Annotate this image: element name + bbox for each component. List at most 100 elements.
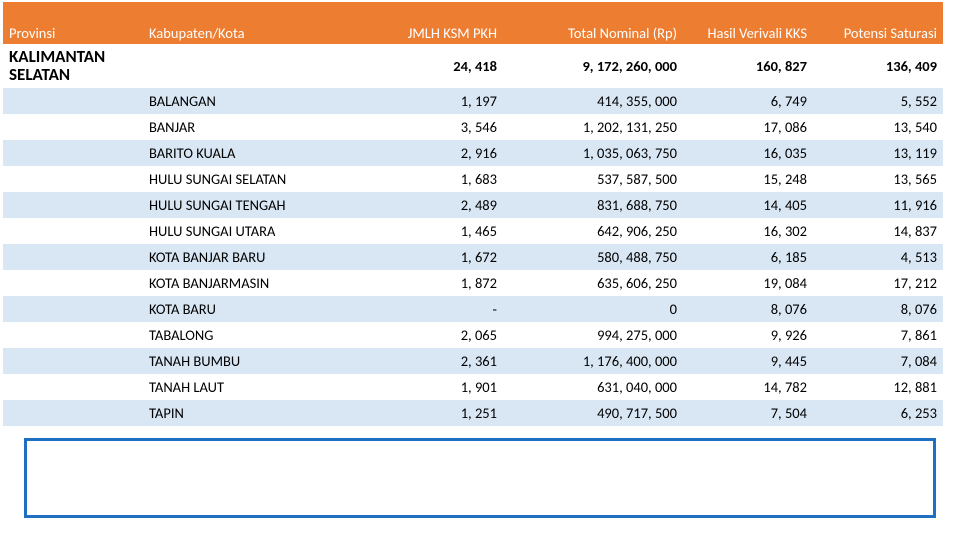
cell: 7, 504 bbox=[683, 400, 813, 426]
cell: 631, 040, 000 bbox=[503, 374, 683, 400]
table-row: HULU SUNGAI SELATAN1, 683537, 587, 50015… bbox=[3, 166, 943, 192]
cell bbox=[3, 88, 143, 114]
table-row: KOTA BARU-08, 0768, 076 bbox=[3, 296, 943, 322]
cell: 1, 465 bbox=[363, 218, 503, 244]
data-table: Provinsi Kabupaten/Kota JMLH KSM PKH Tot… bbox=[3, 2, 943, 426]
cell: 13, 565 bbox=[813, 166, 943, 192]
cell: 15, 248 bbox=[683, 166, 813, 192]
table-row: KOTA BANJAR BARU1, 672580, 488, 7506, 18… bbox=[3, 244, 943, 270]
cell: 17, 212 bbox=[813, 270, 943, 296]
cell: 16, 035 bbox=[683, 140, 813, 166]
cell bbox=[3, 192, 143, 218]
cell: 8, 076 bbox=[683, 296, 813, 322]
table-row: TAPIN1, 251490, 717, 5007, 5046, 253 bbox=[3, 400, 943, 426]
cell bbox=[3, 140, 143, 166]
cell: 16, 302 bbox=[683, 218, 813, 244]
cell bbox=[3, 348, 143, 374]
col-jmlh: JMLH KSM PKH bbox=[363, 2, 503, 44]
cell: 642, 906, 250 bbox=[503, 218, 683, 244]
table-row: HULU SUNGAI TENGAH2, 489831, 688, 75014,… bbox=[3, 192, 943, 218]
cell: 5, 552 bbox=[813, 88, 943, 114]
cell: 8, 076 bbox=[813, 296, 943, 322]
cell: 11, 916 bbox=[813, 192, 943, 218]
cell bbox=[3, 270, 143, 296]
cell: TABALONG bbox=[143, 322, 363, 348]
col-nominal: Total Nominal (Rp) bbox=[503, 2, 683, 44]
table-row: BANJAR3, 5461, 202, 131, 25017, 08613, 5… bbox=[3, 114, 943, 140]
table-row: TABALONG2, 065994, 275, 0009, 9267, 861 bbox=[3, 322, 943, 348]
cell: 1, 197 bbox=[363, 88, 503, 114]
cell: 831, 688, 750 bbox=[503, 192, 683, 218]
cell: - bbox=[363, 296, 503, 322]
cell: 1, 872 bbox=[363, 270, 503, 296]
cell: TANAH BUMBU bbox=[143, 348, 363, 374]
header-row: Provinsi Kabupaten/Kota JMLH KSM PKH Tot… bbox=[3, 2, 943, 44]
cell: 13, 540 bbox=[813, 114, 943, 140]
cell: 2, 489 bbox=[363, 192, 503, 218]
cell bbox=[3, 400, 143, 426]
cell: 537, 587, 500 bbox=[503, 166, 683, 192]
cell: 4, 513 bbox=[813, 244, 943, 270]
col-provinsi: Provinsi bbox=[3, 2, 143, 44]
cell: 17, 086 bbox=[683, 114, 813, 140]
cell bbox=[3, 166, 143, 192]
cell: 2, 916 bbox=[363, 140, 503, 166]
cell bbox=[3, 296, 143, 322]
cell: 6, 749 bbox=[683, 88, 813, 114]
cell: HULU SUNGAI UTARA bbox=[143, 218, 363, 244]
cell: 14, 405 bbox=[683, 192, 813, 218]
cell: 414, 355, 000 bbox=[503, 88, 683, 114]
cell: 1, 672 bbox=[363, 244, 503, 270]
province-nominal: 9, 172, 260, 000 bbox=[503, 44, 683, 88]
cell: HULU SUNGAI SELATAN bbox=[143, 166, 363, 192]
cell: 1, 202, 131, 250 bbox=[503, 114, 683, 140]
cell: 6, 253 bbox=[813, 400, 943, 426]
cell: 0 bbox=[503, 296, 683, 322]
cell: 2, 361 bbox=[363, 348, 503, 374]
cell: TANAH LAUT bbox=[143, 374, 363, 400]
cell: 1, 035, 063, 750 bbox=[503, 140, 683, 166]
col-verivali: Hasil Verivali KKS bbox=[683, 2, 813, 44]
cell: 1, 683 bbox=[363, 166, 503, 192]
cell: HULU SUNGAI TENGAH bbox=[143, 192, 363, 218]
table-body: KALIMANTAN SELATAN 24, 418 9, 172, 260, … bbox=[3, 44, 943, 426]
cell: 14, 782 bbox=[683, 374, 813, 400]
province-summary-row: KALIMANTAN SELATAN 24, 418 9, 172, 260, … bbox=[3, 44, 943, 88]
cell: 13, 119 bbox=[813, 140, 943, 166]
table-row: BARITO KUALA2, 9161, 035, 063, 75016, 03… bbox=[3, 140, 943, 166]
cell: BARITO KUALA bbox=[143, 140, 363, 166]
cell: TAPIN bbox=[143, 400, 363, 426]
cell bbox=[3, 218, 143, 244]
cell: 635, 606, 250 bbox=[503, 270, 683, 296]
province-saturasi: 136, 409 bbox=[813, 44, 943, 88]
cell: 7, 084 bbox=[813, 348, 943, 374]
table-row: HULU SUNGAI UTARA1, 465642, 906, 25016, … bbox=[3, 218, 943, 244]
province-jmlh: 24, 418 bbox=[363, 44, 503, 88]
table-row: KOTA BANJARMASIN1, 872635, 606, 25019, 0… bbox=[3, 270, 943, 296]
cell bbox=[3, 374, 143, 400]
cell: KOTA BANJARMASIN bbox=[143, 270, 363, 296]
cell: 14, 837 bbox=[813, 218, 943, 244]
cell: 12, 881 bbox=[813, 374, 943, 400]
cell: BANJAR bbox=[143, 114, 363, 140]
cell: 580, 488, 750 bbox=[503, 244, 683, 270]
cell: 1, 176, 400, 000 bbox=[503, 348, 683, 374]
cell: 2, 065 bbox=[363, 322, 503, 348]
col-saturasi: Potensi Saturasi bbox=[813, 2, 943, 44]
cell: 1, 901 bbox=[363, 374, 503, 400]
cell-empty bbox=[143, 44, 363, 88]
table-row: TANAH BUMBU2, 3611, 176, 400, 0009, 4457… bbox=[3, 348, 943, 374]
cell bbox=[3, 322, 143, 348]
cell: 9, 445 bbox=[683, 348, 813, 374]
cell bbox=[3, 244, 143, 270]
cell: KOTA BANJAR BARU bbox=[143, 244, 363, 270]
cell: 9, 926 bbox=[683, 322, 813, 348]
cell: BALANGAN bbox=[143, 88, 363, 114]
table-row: BALANGAN1, 197414, 355, 0006, 7495, 552 bbox=[3, 88, 943, 114]
cell bbox=[3, 114, 143, 140]
col-kabupaten: Kabupaten/Kota bbox=[143, 2, 363, 44]
table-row: TANAH LAUT1, 901631, 040, 00014, 78212, … bbox=[3, 374, 943, 400]
cell: KOTA BARU bbox=[143, 296, 363, 322]
cell: 994, 275, 000 bbox=[503, 322, 683, 348]
cell: 490, 717, 500 bbox=[503, 400, 683, 426]
